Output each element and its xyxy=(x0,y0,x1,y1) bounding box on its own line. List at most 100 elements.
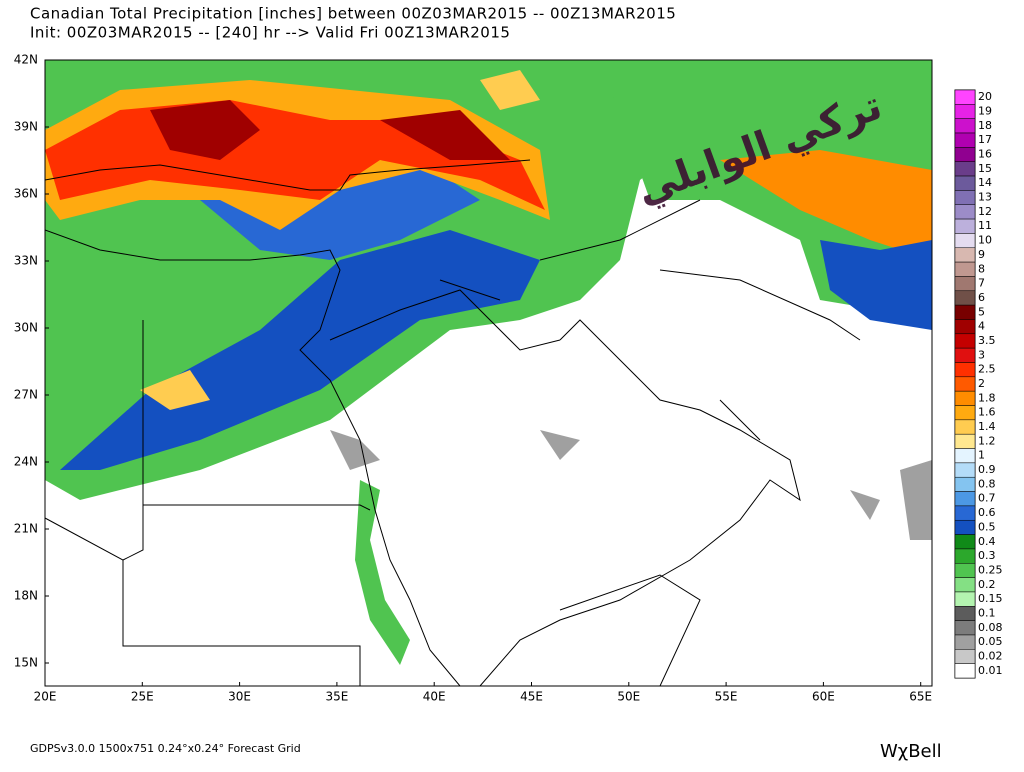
colorbar-label: 0.8 xyxy=(978,477,996,490)
colorbar-label: 18 xyxy=(978,119,992,132)
colorbar-swatch xyxy=(954,663,976,679)
colorbar-label: 1.8 xyxy=(978,391,996,404)
colorbar-label: 0.3 xyxy=(978,549,996,562)
colorbar-label: 0.4 xyxy=(978,535,996,548)
colorbar-label: 0.05 xyxy=(978,635,1003,648)
colorbar-label: 0.5 xyxy=(978,520,996,533)
coastline xyxy=(45,159,531,191)
colorbar-label: 0.08 xyxy=(978,621,1003,634)
colorbar-label: 13 xyxy=(978,191,992,204)
colorbar-label: 8 xyxy=(978,262,985,275)
lat-label: 36N xyxy=(14,187,38,201)
lon-label: 40E xyxy=(423,690,446,704)
colorbar-swatch xyxy=(954,362,976,378)
colorbar-swatch xyxy=(954,247,976,263)
colorbar-swatch xyxy=(954,304,976,320)
colorbar-label: 19 xyxy=(978,105,992,118)
colorbar-swatch xyxy=(954,161,976,177)
lon-label: 60E xyxy=(812,690,835,704)
colorbar-label: 1.2 xyxy=(978,434,996,447)
precip-area xyxy=(820,240,932,330)
colorbar-label: 0.01 xyxy=(978,664,1003,677)
colorbar-swatch xyxy=(954,233,976,249)
colorbar-swatch xyxy=(954,505,976,521)
colorbar-label: 4 xyxy=(978,320,985,333)
colorbar-label: 1 xyxy=(978,449,985,462)
colorbar-label: 0.6 xyxy=(978,506,996,519)
lon-label: 20E xyxy=(34,690,57,704)
colorbar-swatch xyxy=(954,405,976,421)
colorbar-swatch xyxy=(954,89,976,105)
colorbar-label: 2 xyxy=(978,377,985,390)
colorbar-swatch xyxy=(954,577,976,593)
colorbar-label: 1.6 xyxy=(978,406,996,419)
colorbar-swatch xyxy=(954,519,976,535)
colorbar-label: 2.5 xyxy=(978,363,996,376)
colorbar-label: 0.7 xyxy=(978,492,996,505)
colorbar-swatch xyxy=(954,462,976,478)
colorbar-label: 10 xyxy=(978,234,992,247)
colorbar-swatch xyxy=(954,491,976,507)
colorbar-swatch xyxy=(954,390,976,406)
lon-label: 35E xyxy=(325,690,348,704)
colorbar-swatch xyxy=(954,190,976,205)
lat-label: 39N xyxy=(14,120,38,134)
colorbar-swatch xyxy=(954,147,976,162)
colorbar-swatch xyxy=(954,591,976,607)
colorbar-swatch xyxy=(954,563,976,578)
colorbar-swatch xyxy=(954,534,976,550)
colorbar-swatch xyxy=(954,649,976,664)
lon-label: 45E xyxy=(520,690,543,704)
colorbar-label: 3 xyxy=(978,348,985,361)
colorbar-label: 6 xyxy=(978,291,985,304)
lat-label: 27N xyxy=(14,388,38,402)
colorbar-swatch xyxy=(954,433,976,449)
lon-label: 30E xyxy=(228,690,251,704)
colorbar-swatch xyxy=(954,218,976,234)
colorbar-swatch xyxy=(954,104,976,119)
lat-label: 15N xyxy=(14,656,38,670)
colorbar-label: 11 xyxy=(978,219,992,232)
border xyxy=(559,399,761,686)
lat-label: 18N xyxy=(14,589,38,603)
borders xyxy=(45,159,861,686)
lat-label: 33N xyxy=(14,254,38,268)
map-frame xyxy=(44,59,933,687)
colorbar-label: 0.25 xyxy=(978,563,1003,576)
lon-label: 65E xyxy=(909,690,932,704)
colorbar-swatch xyxy=(954,204,976,220)
colorbar-swatch xyxy=(954,606,976,621)
colorbar-swatch xyxy=(954,476,976,492)
colorbar-swatch xyxy=(954,118,976,134)
lat-label: 21N xyxy=(14,522,38,536)
colorbar-swatch xyxy=(954,548,976,564)
precip-area xyxy=(150,100,510,160)
colorbar-swatch xyxy=(954,620,976,636)
colorbar-swatch xyxy=(954,276,976,292)
border xyxy=(45,320,371,686)
lat-label: 24N xyxy=(14,455,38,469)
colorbar-label: 0.1 xyxy=(978,606,996,619)
title-line-2: Init: 00Z03MAR2015 -- [240] hr --> Valid… xyxy=(30,24,510,42)
colorbar-label: 17 xyxy=(978,133,992,146)
precip-area xyxy=(720,150,932,260)
colorbar-label: 7 xyxy=(978,277,985,290)
colorbar-swatch xyxy=(954,175,976,191)
colorbar-swatch xyxy=(954,448,976,464)
lon-label: 25E xyxy=(131,690,154,704)
lon-label: 55E xyxy=(715,690,738,704)
colorbar-swatch xyxy=(954,132,976,148)
colorbar-swatch xyxy=(954,290,976,306)
colorbar-swatch xyxy=(954,261,976,277)
colorbar-swatch xyxy=(954,376,976,392)
precip-field xyxy=(45,60,932,665)
colorbar-label: 0.15 xyxy=(978,592,1003,605)
colorbar-label: 15 xyxy=(978,162,992,175)
colorbar-swatch xyxy=(954,333,976,349)
colorbar-swatch xyxy=(954,419,976,435)
colorbar-label: 0.02 xyxy=(978,649,1003,662)
colorbar-label: 9 xyxy=(978,248,985,261)
colorbar-label: 0.9 xyxy=(978,463,996,476)
lat-label: 30N xyxy=(14,321,38,335)
precip-area xyxy=(140,70,540,410)
